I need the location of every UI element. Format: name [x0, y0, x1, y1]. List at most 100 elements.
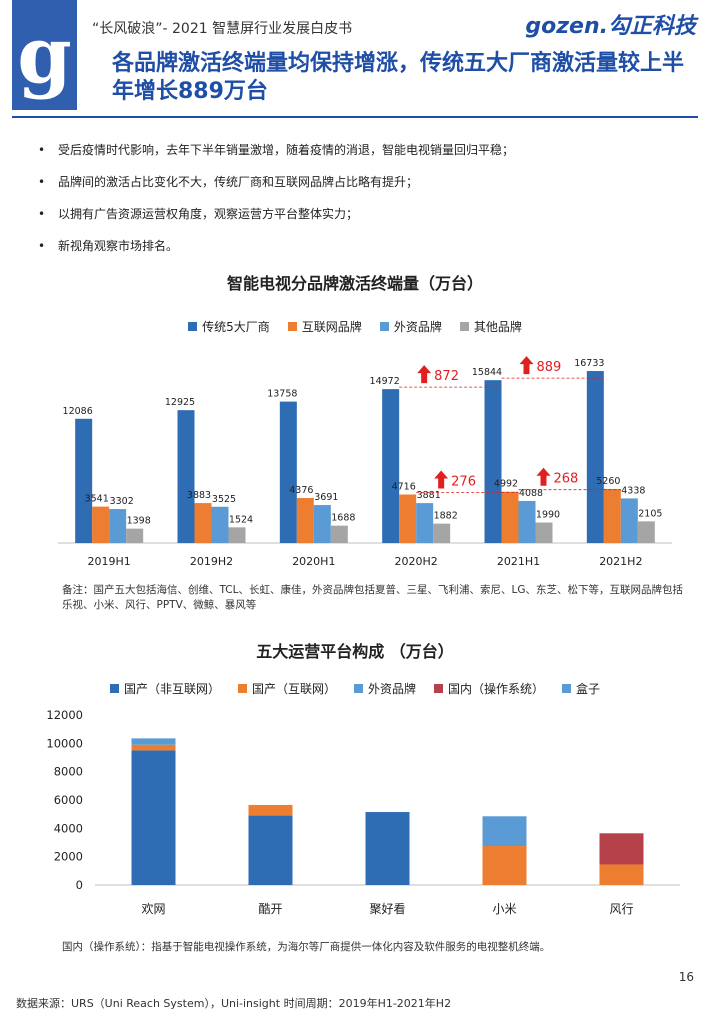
- category-label: 2019H2: [190, 555, 233, 568]
- category-label: 2019H1: [88, 555, 131, 568]
- bar: [92, 506, 110, 543]
- bar: [177, 410, 195, 543]
- data-label: 1398: [127, 516, 151, 527]
- legend-item: 国产（互联网）: [237, 680, 336, 697]
- data-label: 2105: [638, 508, 662, 519]
- legend-label: 其他品牌: [473, 320, 522, 334]
- increase-arrow-icon: [434, 470, 449, 489]
- bar: [620, 498, 638, 543]
- legend-label: 互联网品牌: [301, 320, 362, 334]
- page-headline: 各品牌激活终端量均保持增涨，传统五大厂商激活量较上半年增长889万台: [112, 51, 685, 104]
- data-source: 数据来源：URS（Uni Reach System），Uni-insight 时…: [16, 997, 452, 1010]
- bar: [194, 503, 212, 543]
- legend-swatch: [287, 322, 297, 331]
- page-number: 16: [678, 970, 694, 984]
- bar-segment: [482, 846, 527, 885]
- data-label: 14972: [370, 376, 400, 387]
- category-label: 2021H2: [599, 555, 642, 568]
- chart2-legend: 国产（非互联网） 国产（互联网） 外资品牌 国内（操作系统） 盒子: [0, 680, 710, 697]
- bar: [603, 488, 621, 543]
- chart1-plot: 12086 3541 3302 1398 2019H1 12925 3883 3525 1524…: [58, 356, 672, 568]
- bar: [586, 371, 604, 543]
- bar: [279, 401, 297, 543]
- bar: [75, 418, 93, 543]
- category-label: 风行: [609, 902, 633, 916]
- data-label: 4716: [392, 482, 416, 493]
- chart1-legend: 传统5大厂商 互联网品牌 外资品牌 其他品牌: [0, 318, 710, 335]
- data-label: 4376: [289, 485, 313, 496]
- bar: [382, 389, 400, 543]
- legend-swatch: [434, 684, 443, 693]
- legend-item: 互联网品牌: [287, 318, 362, 335]
- data-label: 3525: [212, 494, 236, 505]
- bar: [228, 527, 246, 543]
- bullet-item: 受后疫情时代影响，去年下半年销量激增，随着疫情的消退，智能电视销量回归平稳；: [38, 140, 678, 172]
- data-label: 3302: [110, 496, 134, 507]
- legend-swatch: [353, 684, 363, 693]
- increase-label: 872: [434, 369, 459, 384]
- category-label: 酷开: [258, 902, 282, 916]
- data-label: 5260: [596, 476, 620, 487]
- chart1-note: 备注：国产五大包括海信、创维、TCL、长虹、康佳，外资品牌包括夏普、三星、飞利浦…: [62, 584, 683, 611]
- legend-label: 盒子: [576, 682, 601, 696]
- legend-swatch: [379, 322, 389, 331]
- data-label: 3881: [417, 490, 441, 501]
- bar-segment: [599, 833, 644, 865]
- bullet-item: 品牌间的激活占比变化不大，传统厂商和互联网品牌占比略有提升；: [38, 172, 678, 204]
- bar-segment: [248, 815, 293, 885]
- legend-item: 其他品牌: [459, 318, 522, 335]
- y-tick-label: 10000: [46, 736, 83, 750]
- bar: [416, 503, 434, 543]
- y-tick-label: 0: [76, 878, 83, 892]
- increase-arrow-icon: [536, 467, 551, 486]
- legend-item: 盒子: [562, 680, 600, 697]
- data-label: 3691: [314, 492, 338, 503]
- bar: [501, 491, 519, 543]
- bar-segment: [365, 812, 410, 885]
- data-label: 4338: [621, 485, 645, 496]
- chart1-title: 智能电视分品牌激活终端量（万台）: [226, 274, 483, 293]
- data-label: 4992: [494, 479, 518, 490]
- bullet-item: 新视角观察市场排名。: [38, 236, 678, 268]
- header-divider: [12, 116, 698, 118]
- bar: [330, 525, 348, 543]
- category-label: 2020H2: [395, 555, 438, 568]
- bar-segment: [599, 864, 644, 885]
- bar: [484, 380, 502, 543]
- increase-label: 889: [537, 360, 562, 375]
- legend-item: 外资品牌: [379, 318, 442, 335]
- data-label: 15844: [472, 367, 502, 378]
- legend-label: 国产（互联网）: [251, 682, 336, 696]
- category-label: 2021H1: [497, 555, 540, 568]
- increase-arrow-icon: [417, 365, 432, 384]
- data-label: 3541: [85, 494, 109, 505]
- bar-segment: [248, 804, 293, 816]
- data-label: 13758: [267, 389, 297, 400]
- legend-label: 外资品牌: [367, 682, 416, 696]
- legend-item: 外资品牌: [353, 680, 416, 697]
- legend-item: 国内（操作系统）: [434, 680, 544, 697]
- chart2-plot: 0 2000 4000 6000 8000 10000 12000 欢网 酷开 聚好看 小米 风行: [46, 708, 680, 916]
- data-label: 12086: [63, 406, 93, 417]
- bullet-list: 受后疫情时代影响，去年下半年销量激增，随着疫情的消退，智能电视销量回归平稳； 品…: [38, 140, 678, 268]
- chart2-title: 五大运营平台构成 （万台）: [256, 642, 454, 661]
- bar: [109, 509, 127, 543]
- data-label: 12925: [165, 397, 195, 408]
- legend-label: 国内（操作系统）: [448, 682, 545, 696]
- increase-label: 268: [554, 472, 579, 487]
- increase-label: 276: [451, 475, 476, 490]
- legend-swatch: [109, 684, 119, 693]
- legend-label: 传统5大厂商: [202, 320, 270, 334]
- legend-swatch: [562, 684, 572, 693]
- data-label: 16733: [574, 358, 604, 369]
- category-label: 欢网: [141, 901, 165, 916]
- legend-swatch: [188, 322, 198, 331]
- bar: [535, 522, 553, 543]
- category-label: 小米: [492, 902, 516, 916]
- data-label: 3883: [187, 490, 211, 501]
- bar: [296, 498, 314, 543]
- data-label: 4088: [519, 488, 543, 499]
- bar-segment: [131, 738, 176, 745]
- legend-item: 国产（非互联网）: [109, 680, 220, 697]
- data-label: 1688: [331, 513, 355, 524]
